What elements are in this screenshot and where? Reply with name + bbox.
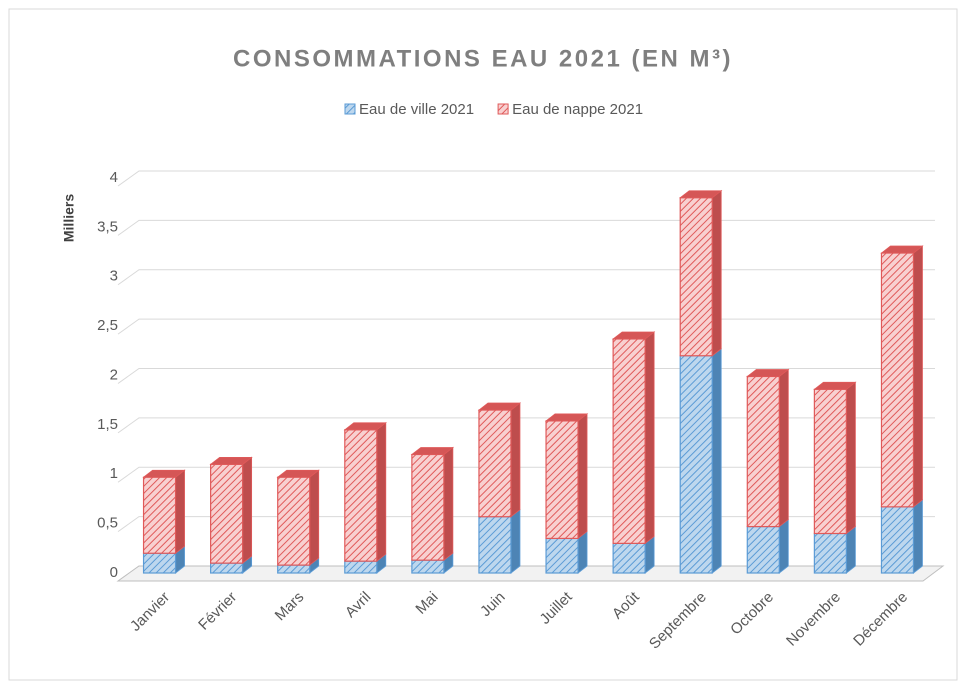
floor: [116, 565, 945, 582]
bar: [545, 420, 579, 540]
bar: [679, 197, 713, 357]
bar: [142, 552, 177, 574]
bar: [142, 476, 177, 554]
bar-side: [644, 331, 655, 545]
bar-side: [778, 518, 789, 574]
bar: [478, 409, 512, 518]
y-tick-label: 0,5: [97, 515, 118, 532]
grid-line: [117, 516, 935, 533]
bar: [411, 559, 445, 574]
bar-side: [175, 469, 185, 555]
y-axis-label: Milliers: [61, 194, 77, 242]
bar: [277, 564, 311, 574]
bar: [545, 537, 579, 574]
bar-side: [913, 499, 923, 574]
bar: [746, 525, 780, 574]
bar: [344, 429, 378, 562]
bar-top: [343, 422, 387, 431]
bar: [612, 542, 646, 574]
bar-top: [611, 331, 656, 340]
bar-side: [845, 525, 856, 574]
grid-line: [117, 466, 935, 483]
bar-top: [142, 469, 186, 478]
bar-side: [510, 402, 521, 518]
legend-swatch: [497, 103, 509, 115]
bar: [880, 506, 915, 574]
bar-top: [477, 402, 522, 411]
bar-top: [276, 469, 320, 478]
bar: [612, 338, 646, 544]
y-tick-label: 2: [110, 366, 118, 383]
bar-side: [510, 508, 521, 574]
y-tick-label: 2,5: [97, 317, 118, 334]
bar: [813, 532, 847, 574]
bar: [411, 453, 445, 561]
legend-label: Eau de ville 2021: [359, 101, 474, 118]
grid-line: [117, 417, 935, 434]
bar: [344, 560, 378, 574]
bar: [210, 463, 244, 564]
bar-side: [711, 347, 722, 574]
bar-top: [679, 190, 723, 199]
legend-swatch: [344, 103, 356, 115]
y-tick-label: 0: [110, 564, 118, 581]
bar-top: [544, 413, 589, 422]
y-tick-label: 3: [110, 268, 118, 285]
grid-line: [117, 170, 935, 187]
bar: [277, 476, 311, 566]
bar-top: [880, 245, 924, 254]
legend-label: Eau de nappe 2021: [512, 101, 643, 118]
bar: [880, 252, 915, 508]
bar: [746, 375, 780, 528]
y-tick-label: 1: [110, 465, 118, 482]
bar: [478, 516, 512, 574]
y-tick-label: 1,5: [97, 416, 118, 433]
chart-title: CONSOMMATIONS EAU 2021 (EN M³): [233, 45, 733, 72]
bar-side: [309, 469, 320, 566]
bar-side: [376, 421, 387, 562]
bar-side: [913, 245, 923, 508]
bar-top: [410, 447, 455, 455]
bar-side: [778, 368, 789, 528]
bar-top: [209, 456, 253, 465]
y-tick-label: 4: [110, 169, 118, 186]
grid-line: [117, 318, 935, 335]
bar: [679, 355, 713, 574]
bar-top: [746, 369, 790, 377]
grid-line: [117, 368, 935, 384]
bar-side: [577, 413, 588, 540]
y-tick-label: 3,5: [97, 218, 118, 235]
bar: [210, 562, 244, 574]
bar: [813, 388, 847, 535]
bar-top: [813, 381, 857, 390]
bar-side: [845, 381, 856, 535]
legend: Eau de ville 2021 Eau de nappe 2021: [344, 101, 643, 118]
grid-line: [117, 269, 935, 286]
bar-side: [711, 189, 722, 357]
bar-side: [443, 446, 454, 561]
bar-side: [242, 456, 253, 564]
grid-line: [117, 219, 935, 236]
